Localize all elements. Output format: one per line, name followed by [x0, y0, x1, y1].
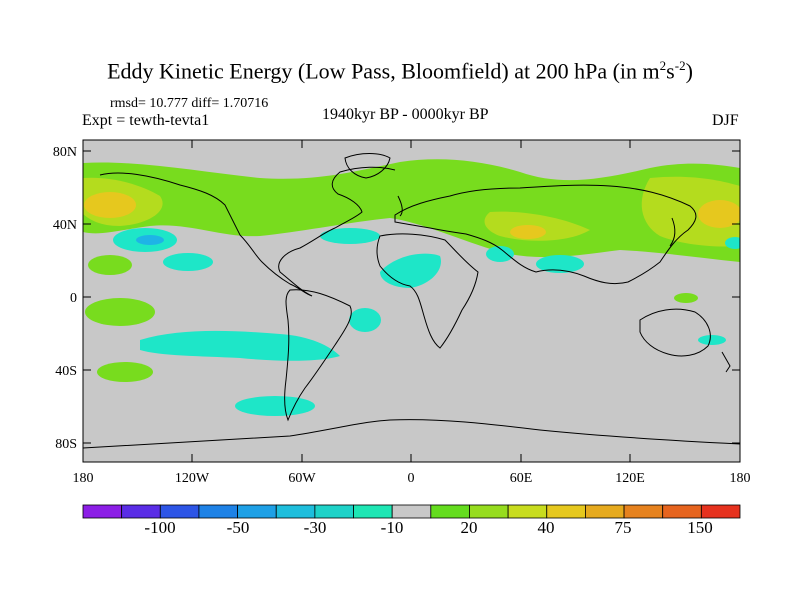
coast-japan [669, 217, 676, 247]
x-label: 180 [730, 471, 751, 486]
colorbar-swatch [507, 504, 548, 519]
anomaly-negative-sh-band [140, 330, 340, 361]
anomaly-max-mediterranean [510, 225, 546, 239]
coastlines [83, 153, 740, 449]
anomaly-negative-east-pacific [725, 237, 740, 249]
colorbar-label: 150 [687, 518, 713, 537]
colorbar-swatch [585, 504, 625, 519]
x-label: 120E [615, 471, 645, 486]
y-label: 80N [53, 145, 77, 160]
coast-australia [639, 308, 711, 357]
anomaly-positive-sh-west [97, 362, 153, 382]
coast-antarctica [83, 419, 740, 449]
coast-south-america [284, 289, 352, 422]
colorbar-swatch [314, 504, 354, 519]
colorbar-label: 20 [461, 518, 478, 537]
y-label: 40S [55, 364, 77, 379]
colorbar-swatch [623, 504, 664, 519]
coast-africa [376, 233, 479, 349]
colorbar-label: 40 [538, 518, 555, 537]
anomaly-negative-pacific-core [136, 235, 164, 245]
anomaly-max-pacific-west [84, 192, 136, 218]
anomaly-negative-atlantic-nh [320, 228, 380, 244]
coast-new-zealand [721, 351, 731, 373]
y-label: 80S [55, 437, 77, 452]
colorbar-swatch [198, 504, 238, 519]
colorbar-label: -50 [227, 518, 250, 537]
anomaly-positive-core-east [641, 176, 740, 247]
y-ticks [83, 150, 740, 444]
x-label: 120W [175, 471, 210, 486]
x-ticks [191, 140, 631, 462]
colorbar-swatch [237, 504, 277, 519]
colorbar-swatch [662, 504, 702, 519]
x-label: 60W [288, 471, 316, 486]
colorbar-swatch [469, 504, 509, 519]
colorbar-swatch [121, 504, 161, 519]
x-label: 180 [73, 471, 94, 486]
colorbar-swatch [159, 504, 200, 519]
colorbar-label: -10 [381, 518, 404, 537]
anomaly-positive-south-pacific [85, 298, 155, 326]
anomaly-positive-pacific-sub [88, 255, 132, 275]
anomaly-max-pacific-east [698, 200, 740, 228]
colorbar-swatch [82, 504, 123, 519]
anomaly-negative-subtropics-1 [163, 253, 213, 271]
colorbar-swatch [391, 504, 432, 519]
anomaly-negative-africa [380, 253, 441, 288]
colorbar-swatch [546, 504, 586, 519]
experiment-label: Expt = tewth-tevta1 [82, 112, 210, 129]
coast-uk [397, 195, 403, 217]
colorbar-label: 75 [615, 518, 632, 537]
x-label: 0 [408, 471, 415, 486]
y-labels: 80N 40N 0 40S 80S [53, 145, 77, 452]
y-label: 40N [53, 218, 77, 233]
colorbar-labels: -100 -50 -30 -10 20 40 75 150 [144, 518, 712, 537]
colorbar-swatch [700, 504, 741, 519]
colorbar-swatch [430, 504, 470, 519]
season-label: DJF [712, 112, 739, 129]
colorbar-label: -30 [304, 518, 327, 537]
anomaly-negative-tasman [698, 335, 726, 345]
anomaly-negative-drake [235, 396, 315, 416]
period-label: 1940kyr BP - 0000kyr BP [322, 106, 489, 123]
colorbar-swatch [353, 504, 393, 519]
anomaly-negative-india [536, 255, 584, 273]
y-label: 0 [70, 291, 77, 306]
stats-text: rmsd= 10.777 diff= 1.70716 [110, 96, 269, 111]
coast-greenland [344, 153, 391, 179]
anomaly-negative-south-atlantic [349, 308, 381, 332]
x-label: 60E [510, 471, 533, 486]
anomaly-positive-nh-band [83, 159, 740, 262]
anomaly-negative-arabia [486, 246, 514, 262]
colorbar [82, 504, 741, 519]
coast-europe-asia [394, 184, 697, 285]
colorbar-label: -100 [144, 518, 175, 537]
colorbar-swatch [275, 504, 316, 519]
figure-title: Eddy Kinetic Energy (Low Pass, Bloomfiel… [107, 58, 693, 84]
coast-north-america [99, 166, 396, 297]
x-labels: 180 120W 60W 0 60E 120E 180 [73, 471, 751, 486]
anomaly-positive-indonesia [674, 293, 698, 303]
